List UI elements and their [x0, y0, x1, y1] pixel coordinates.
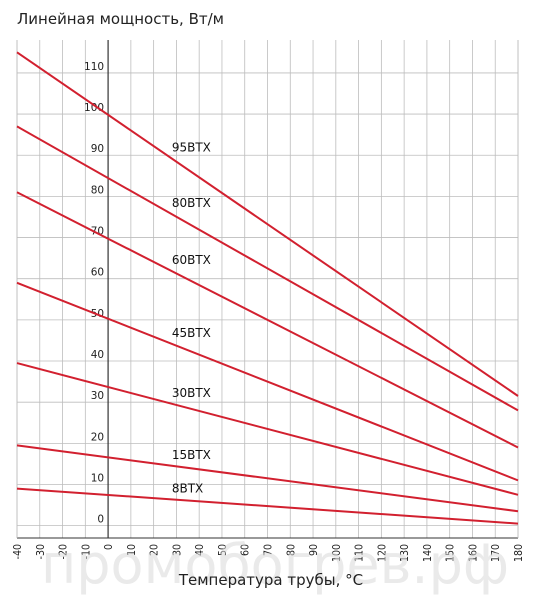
x-tick-label: -30: [35, 544, 47, 559]
series-label: 30BTX: [172, 386, 211, 400]
series-line: [16, 191, 519, 449]
series-line: [16, 125, 519, 412]
x-tick-label: 90: [308, 544, 320, 556]
y-tick-label: 100: [84, 102, 104, 114]
chart-axes: [16, 40, 519, 539]
y-tick-label: 110: [84, 61, 104, 73]
x-tick-labels: -40 -30 -20 -10 0 10 20 30 40 50 60 70 80 90 100 110 120…: [12, 544, 525, 562]
series-label: 60BTX: [172, 253, 211, 267]
series-label: 8BTX: [172, 481, 203, 495]
x-tick-label: 170: [490, 544, 502, 562]
series-line: [16, 487, 519, 525]
x-tick-label: 120: [376, 544, 388, 562]
x-tick-label: -10: [80, 544, 92, 559]
y-tick-label: 40: [91, 349, 104, 361]
x-axis-title: Температура трубы, °C: [178, 571, 363, 589]
series-label: 80BTX: [172, 196, 211, 210]
series-line: [16, 281, 519, 482]
x-tick-label: 160: [467, 544, 479, 562]
x-tick-label: 0: [103, 544, 115, 550]
y-tick-label: 20: [91, 431, 104, 443]
x-tick-label: 130: [399, 544, 411, 562]
series-label: 45BTX: [172, 326, 211, 340]
x-tick-label: -20: [58, 544, 70, 559]
chart-title: Линейная мощность, Вт/м: [17, 10, 224, 28]
series-label: 15BTX: [172, 448, 211, 462]
x-tick-label: 10: [126, 544, 138, 556]
x-tick-label: 140: [422, 544, 434, 562]
x-tick-label: 50: [217, 544, 229, 556]
x-tick-label: 30: [171, 544, 183, 556]
watermark-text: промобогрев.рф: [41, 533, 509, 596]
series-line: [16, 444, 519, 513]
series-lines: [16, 51, 519, 525]
x-tick-label: 20: [149, 544, 161, 556]
series-labels: 95BTX 80BTX 60BTX 45BTX 30BTX 15BTX 8BTX: [172, 141, 211, 496]
x-tick-label: -40: [12, 544, 24, 559]
x-tick-label: 150: [445, 544, 457, 562]
y-tick-label: 60: [91, 267, 104, 279]
series-label: 95BTX: [172, 141, 211, 155]
x-tick-label: 60: [240, 544, 252, 556]
x-tick-label: 40: [194, 544, 206, 556]
series-line: [16, 362, 519, 496]
y-tick-label: 90: [91, 143, 104, 155]
x-tick-label: 80: [285, 544, 297, 556]
y-tick-label: 10: [91, 472, 104, 484]
chart-grid: [16, 40, 519, 538]
x-tick-label: 70: [263, 544, 275, 556]
series-line: [16, 51, 519, 397]
x-tick-label: 100: [331, 544, 343, 562]
y-tick-label: 30: [91, 390, 104, 402]
x-tick-label: 180: [513, 544, 525, 562]
y-tick-label: 0: [97, 514, 104, 526]
y-tick-label: 80: [91, 184, 104, 196]
x-tick-label: 110: [354, 544, 366, 562]
